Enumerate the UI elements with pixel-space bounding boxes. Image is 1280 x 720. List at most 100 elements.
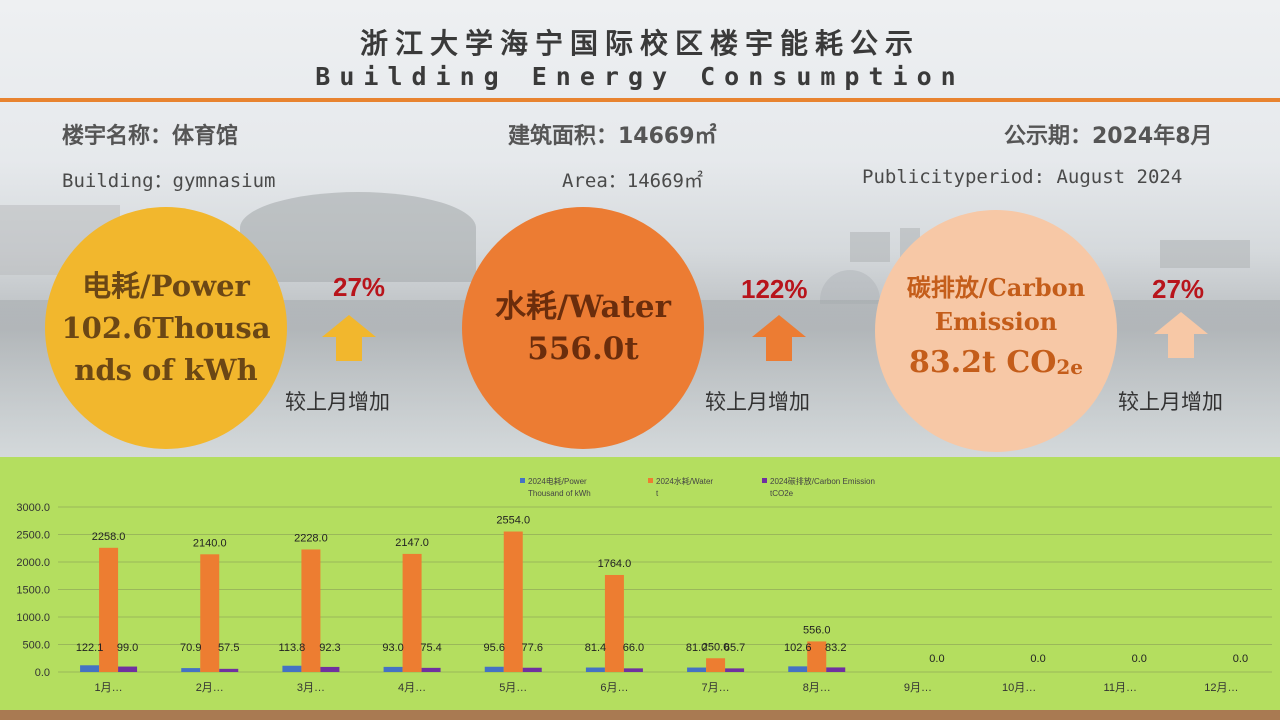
y-tick-label: 0.0: [35, 667, 50, 679]
data-label: 102.6: [784, 642, 812, 654]
x-tick-label: 12月…: [1204, 682, 1238, 694]
bar: [383, 666, 403, 672]
background-skyline: [850, 232, 890, 262]
power-title: 电耗/Power: [82, 269, 250, 303]
legend-label: 2024水耗/Water: [656, 476, 713, 486]
monthly-consumption-chart: 0.0 500.0 1000.0 1500.0 2000.0 2500.0 3000.0 20…: [16, 476, 1272, 694]
legend-label: t: [656, 489, 659, 498]
data-label: 92.3: [319, 642, 340, 654]
x-tick-label: 10月…: [1002, 682, 1036, 694]
page-subtitle: Building Energy Consumption: [315, 62, 965, 91]
background-bridge: [820, 270, 880, 304]
building-area-cn: 建筑面积：14669㎡: [508, 124, 717, 149]
water-title: 水耗/Water: [495, 289, 671, 325]
power-value: 102.6Thousa: [61, 311, 271, 345]
data-label: 57.5: [218, 642, 239, 654]
water-circle: 水耗/Water 556.0t: [462, 207, 704, 449]
background-skyline: [1160, 240, 1250, 268]
bar: [585, 667, 605, 672]
data-label: 95.6: [484, 642, 505, 654]
data-label: 2140.0: [193, 537, 227, 549]
x-tick-label: 1月…: [95, 682, 123, 694]
x-tick-label: 11月…: [1104, 682, 1137, 694]
bar: [320, 666, 340, 672]
y-tick-label: 2000.0: [16, 557, 50, 569]
data-label: 66.0: [623, 642, 644, 654]
x-tick-label: 4月…: [398, 682, 426, 694]
bar: [788, 666, 808, 672]
data-label: 250.0: [702, 641, 730, 653]
data-label: 0.0: [1132, 653, 1147, 665]
legend-swatch: [648, 478, 653, 483]
header-panel: 浙江大学海宁国际校区楼宇能耗公示 Building Energy Consump…: [0, 0, 1280, 457]
carbon-change-percent: 27%: [1152, 274, 1205, 304]
legend-swatch: [762, 478, 767, 483]
data-label: 65.7: [724, 642, 745, 654]
bar: [99, 547, 119, 672]
power-unit: nds of kWh: [74, 353, 258, 387]
bar: [421, 667, 441, 672]
bar: [725, 668, 745, 672]
bar: [301, 549, 321, 672]
water-up-arrow-icon: [752, 315, 806, 361]
carbon-title-2: Emission: [934, 307, 1058, 336]
carbon-value: 83.2t CO2e: [908, 345, 1084, 380]
bar: [687, 667, 707, 672]
bar: [282, 665, 302, 672]
bar: [200, 554, 220, 672]
data-label: 83.2: [825, 642, 846, 654]
bar: [503, 531, 523, 672]
carbon-title: 碳排放/Carbon: [906, 273, 1086, 302]
power-circle: 电耗/Power 102.6Thousa nds of kWh: [45, 207, 287, 449]
background-gymnasium: [240, 192, 476, 282]
bar: [826, 667, 846, 672]
data-label: 1764.0: [598, 558, 632, 570]
data-label: 2147.0: [395, 537, 429, 549]
x-tick-label: 5月…: [499, 682, 527, 694]
power-change-percent: 27%: [333, 272, 386, 302]
legend-label: Thousand of kWh: [528, 489, 591, 498]
data-label: 122.1: [76, 642, 104, 654]
water-change-percent: 122%: [741, 274, 808, 304]
data-label: 2228.0: [294, 532, 328, 544]
y-tick-label: 500.0: [22, 640, 50, 652]
data-label: 0.0: [1233, 653, 1248, 665]
data-label: 75.4: [420, 642, 441, 654]
y-tick-label: 3000.0: [16, 502, 50, 514]
carbon-up-arrow-icon: [1154, 312, 1208, 358]
chart-panel: 0.0 500.0 1000.0 1500.0 2000.0 2500.0 3000.0 20…: [0, 457, 1280, 710]
bar: [706, 658, 726, 672]
carbon-compare-label: 较上月增加: [1118, 390, 1223, 414]
bar: [402, 553, 422, 672]
data-label: 556.0: [803, 624, 831, 636]
x-tick-label: 6月…: [600, 682, 628, 694]
x-tick-label: 8月…: [803, 682, 831, 694]
power-compare-label: 较上月增加: [285, 390, 390, 414]
bar: [623, 668, 643, 672]
footer-bar: [0, 710, 1280, 720]
data-label: 93.0: [382, 642, 403, 654]
building-area-en: Area：14669㎡: [562, 170, 703, 192]
x-tick-label: 3月…: [297, 682, 325, 694]
building-name-cn: 楼宇名称：体育馆: [62, 124, 239, 149]
y-tick-label: 1000.0: [16, 612, 50, 624]
bar: [522, 667, 542, 672]
data-label: 2258.0: [92, 531, 126, 543]
legend-label: 2024电耗/Power: [528, 476, 587, 486]
title-divider: [0, 98, 1280, 102]
x-tick-label: 7月…: [702, 682, 730, 694]
bar: [80, 665, 100, 672]
data-label: 99.0: [117, 642, 138, 654]
publicity-period-en: Publicityperiod: August 2024: [862, 166, 1183, 188]
publicity-period-cn: 公示期：2024年8月: [1004, 124, 1213, 149]
water-compare-label: 较上月增加: [705, 390, 810, 414]
legend-label: tCO2e: [770, 489, 794, 498]
data-label: 77.6: [522, 642, 543, 654]
page-title: 浙江大学海宁国际校区楼宇能耗公示: [359, 27, 920, 60]
bar: [219, 668, 239, 672]
bar: [181, 668, 201, 672]
data-label: 0.0: [929, 653, 944, 665]
data-label: 2554.0: [496, 515, 530, 527]
y-tick-label: 1500.0: [16, 585, 50, 597]
legend-swatch: [520, 478, 525, 483]
